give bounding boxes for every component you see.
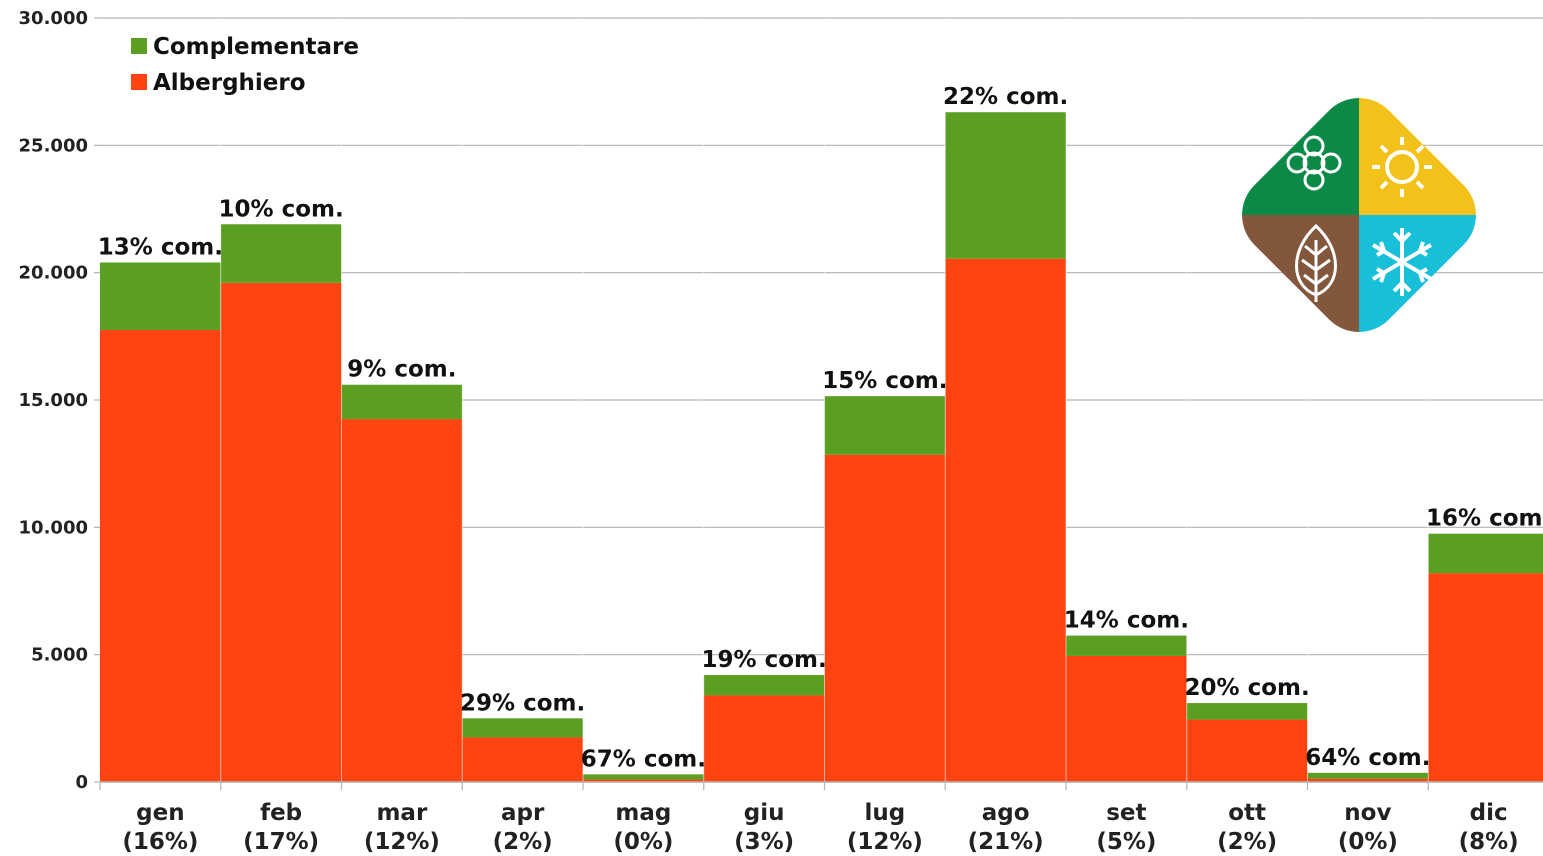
y-tick-label: 0: [75, 772, 88, 793]
bar-alberghiero-mar: [341, 419, 463, 782]
x-tick-label-nov: nov: [1344, 800, 1391, 826]
x-tick-share-mar: (12%): [364, 829, 440, 855]
bar-alberghiero-apr: [462, 737, 583, 782]
logo-quadrant-spring: [1224, 80, 1359, 215]
bar-label-mag: 67% com.: [581, 746, 706, 772]
x-tick-share-gen: (16%): [122, 829, 198, 855]
x-tick-label-mag: mag: [615, 800, 671, 826]
bar-label-ago: 22% com.: [943, 84, 1068, 110]
bar-complementare-mag: [583, 774, 704, 780]
bar-label-set: 14% com.: [1064, 608, 1189, 634]
flower-icon: [1286, 135, 1342, 191]
legend-swatch-alberghiero: [131, 74, 147, 90]
y-tick-label: 15.000: [19, 390, 88, 411]
bar-label-feb: 10% com.: [219, 196, 344, 222]
bar-complementare-dic: [1428, 533, 1543, 574]
bar-complementare-apr: [462, 718, 583, 738]
bar-label-giu: 19% com.: [702, 647, 827, 673]
y-tick-label: 5.000: [31, 645, 88, 666]
bar-alberghiero-nov: [1307, 778, 1429, 782]
bar-label-lug: 15% com.: [822, 368, 947, 394]
x-tick-label-feb: feb: [260, 800, 302, 826]
x-tick-label-gen: gen: [136, 800, 184, 826]
x-tick-label-ago: ago: [982, 800, 1030, 826]
bar-complementare-gen: [100, 262, 221, 330]
x-tick-share-nov: (0%): [1338, 829, 1398, 855]
bar-complementare-giu: [703, 675, 825, 696]
bar-alberghiero-dic: [1428, 573, 1543, 782]
bar-alberghiero-giu: [703, 695, 825, 782]
y-tick-label: 10.000: [19, 517, 88, 538]
bar-alberghiero-feb: [220, 282, 342, 782]
x-tick-label-apr: apr: [501, 800, 545, 826]
bar-label-dic: 16% com.: [1426, 506, 1543, 532]
logo-quadrant-autumn: [1224, 215, 1359, 350]
bar-alberghiero-set: [1066, 655, 1187, 782]
x-tick-share-set: (5%): [1096, 829, 1156, 855]
x-tick-share-mag: (0%): [613, 829, 673, 855]
x-tick-share-lug: (12%): [847, 829, 923, 855]
x-tick-share-ago: (21%): [968, 829, 1044, 855]
bar-alberghiero-gen: [100, 329, 221, 782]
leaf-icon: [1295, 223, 1337, 302]
x-tick-label-giu: giu: [744, 800, 785, 826]
bar-complementare-lug: [824, 396, 946, 455]
bar-alberghiero-ago: [945, 258, 1066, 782]
bar-labels: 13% com. 10% com. 9% com. 29% com. 67% com. 1…: [98, 84, 1543, 772]
x-axis: gen (16%) feb (17%) mar (12%) apr (2%) mag (0%) gi…: [99, 781, 1543, 855]
x-tick-label-mar: mar: [376, 800, 427, 826]
x-tick-label-ott: ott: [1228, 800, 1266, 826]
bar-label-gen: 13% com.: [98, 234, 223, 260]
x-tick-label-dic: dic: [1470, 800, 1508, 826]
x-tick-label-set: set: [1106, 800, 1146, 826]
x-tick-share-giu: (3%): [734, 829, 794, 855]
bar-label-ott: 20% com.: [1185, 675, 1310, 701]
bar-alberghiero-mag: [583, 779, 704, 782]
bar-alberghiero-lug: [824, 454, 946, 782]
y-tick-label: 30.000: [19, 8, 88, 29]
logo-quadrant-winter: [1359, 215, 1494, 350]
bar-label-nov: 64% com.: [1305, 745, 1430, 771]
y-tick-label: 25.000: [19, 135, 88, 156]
sun-icon: [1372, 137, 1432, 197]
bar-label-mar: 9% com.: [347, 357, 456, 383]
x-tick-share-dic: (8%): [1459, 829, 1519, 855]
bars: [100, 18, 1543, 782]
bar-label-apr: 29% com.: [460, 690, 585, 716]
bar-complementare-feb: [220, 224, 342, 283]
y-tick-label: 20.000: [19, 263, 88, 284]
legend: Complementare Alberghiero: [131, 34, 359, 96]
bar-complementare-mar: [341, 384, 463, 420]
bar-complementare-set: [1066, 635, 1187, 656]
x-tick-share-apr: (2%): [493, 829, 553, 855]
legend-label-alberghiero: Alberghiero: [153, 70, 306, 96]
bar-alberghiero-ott: [1186, 719, 1308, 782]
y-axis: 0 5.000 10.000 15.000 20.000 25.000 30.000: [19, 8, 100, 793]
seasons-logo: [1224, 80, 1494, 350]
x-tick-share-ott: (2%): [1217, 829, 1277, 855]
snowflake-icon: [1371, 228, 1433, 296]
bar-complementare-nov: [1307, 772, 1429, 779]
bar-complementare-ago: [945, 112, 1066, 259]
x-tick-share-feb: (17%): [243, 829, 319, 855]
bar-complementare-ott: [1186, 703, 1308, 720]
legend-label-complementare: Complementare: [153, 34, 359, 60]
logo-quadrant-summer: [1359, 80, 1494, 215]
legend-swatch-complementare: [131, 38, 147, 54]
x-tick-label-lug: lug: [865, 800, 906, 826]
